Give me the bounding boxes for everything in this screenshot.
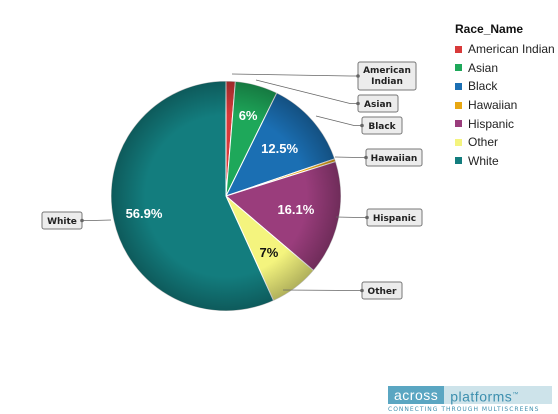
- legend: Race_Name American Indian Asian Black Hawai…: [455, 22, 555, 170]
- callout-text-asian: Asian: [364, 100, 392, 110]
- legend-label-american-indian: American Indian: [468, 42, 555, 57]
- callout-asian: Asian: [255, 79, 399, 113]
- legend-swatch-hispanic: [455, 120, 462, 128]
- callout-line-hispanic: [335, 216, 367, 218]
- callout-other: Other: [282, 281, 403, 300]
- callout-hispanic: Hispanic: [335, 208, 423, 227]
- callout-marker-white: [80, 218, 84, 223]
- legend-item-hawaiian[interactable]: Hawaiian: [455, 96, 555, 115]
- logo-tagline: CONNECTING THROUGH MULTISCREENS: [388, 406, 540, 413]
- legend-swatch-black: [455, 82, 462, 90]
- legend-item-american-indian[interactable]: American Indian: [455, 40, 555, 59]
- legend-label-hawaiian: Hawaiian: [468, 98, 518, 113]
- legend-item-asian[interactable]: Asian: [455, 59, 555, 78]
- callout-marker-hawaiian: [364, 155, 368, 160]
- callout-black: Black: [315, 115, 403, 135]
- callout-marker-other: [360, 288, 364, 293]
- callout-text-white: White: [47, 217, 77, 227]
- callout-line-other: [282, 289, 362, 291]
- callout-text-american-indian: Indian: [371, 77, 403, 87]
- callout-text-other: Other: [368, 287, 397, 297]
- legend-swatch-hawaiian: [455, 101, 462, 109]
- data-label-white: 56.9%: [126, 206, 163, 221]
- data-label-other: 7%: [260, 245, 279, 260]
- legend-swatch-other: [455, 138, 462, 146]
- callout-line-hawaiian: [334, 156, 366, 158]
- data-label-black: 12.5%: [261, 141, 298, 156]
- legend-label-hispanic: Hispanic: [468, 116, 515, 131]
- legend-label-asian: Asian: [468, 60, 499, 75]
- legend-label-black: Black: [468, 79, 498, 94]
- legend-item-white[interactable]: White: [455, 152, 555, 171]
- data-label-asian: 6%: [239, 108, 258, 123]
- legend-swatch-asian: [455, 64, 462, 72]
- callout-text-hawaiian: Hawaiian: [371, 154, 418, 164]
- callout-marker-hispanic: [365, 215, 369, 220]
- callout-text-black: Black: [368, 122, 396, 132]
- logo-word-across: across: [388, 386, 445, 404]
- across-platforms-logo: across platforms™ CONNECTING THROUGH MUL…: [388, 386, 552, 414]
- legend-item-black[interactable]: Black: [455, 77, 555, 96]
- callout-line-asian: [255, 79, 358, 104]
- callout-hawaiian: Hawaiian: [334, 148, 423, 167]
- callout-text-american-indian: American: [363, 66, 411, 76]
- data-label-hispanic: 16.1%: [277, 202, 314, 217]
- callout-marker-american-indian: [356, 74, 360, 78]
- legend-label-white: White: [468, 153, 499, 168]
- logo-word-platforms: platforms™: [444, 386, 552, 405]
- legend-label-other: Other: [468, 135, 499, 150]
- legend-swatch-american-indian: [455, 45, 462, 53]
- legend-title: Race_Name: [455, 22, 524, 36]
- callout-line-american-indian: [231, 73, 358, 77]
- callout-white: White: [41, 211, 112, 230]
- callout-marker-black: [360, 123, 364, 128]
- callout-line-white: [82, 219, 112, 221]
- legend-swatch-white: [455, 157, 462, 165]
- callout-line-black: [315, 115, 362, 126]
- callout-marker-asian: [356, 101, 360, 106]
- callout-text-hispanic: Hispanic: [373, 214, 416, 224]
- legend-item-other[interactable]: Other: [455, 133, 555, 152]
- legend-item-hispanic[interactable]: Hispanic: [455, 114, 555, 133]
